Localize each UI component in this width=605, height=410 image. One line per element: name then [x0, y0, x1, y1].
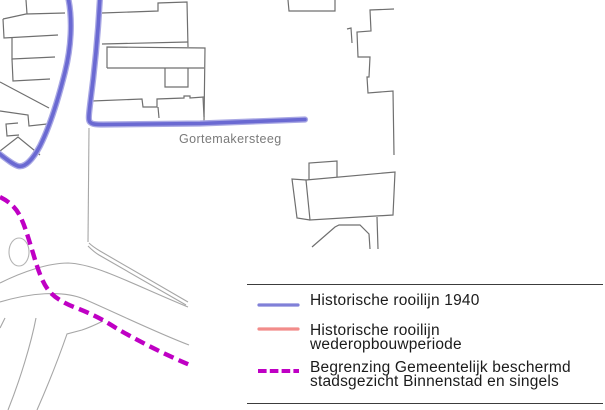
road-line — [88, 242, 189, 303]
rooilijn-1940-left-line — [0, 0, 73, 169]
building-outline — [2, 18, 59, 39]
legend-swatch-begrenzing — [258, 369, 299, 373]
building-outline — [311, 216, 379, 250]
rooilijn-1940-halo-right — [85, 0, 309, 128]
building-outline — [5, 122, 20, 137]
street-name-label: Gortemakersteeg — [179, 132, 282, 146]
building-outline — [11, 58, 51, 82]
rooilijn-1940-gortemakersteeg-line — [87, 0, 307, 127]
road-line — [7, 317, 37, 410]
legend-label-line: wederopbouwperiode — [310, 335, 462, 353]
building-outline — [356, 8, 395, 156]
road-line — [36, 320, 104, 410]
legend-label-line: Begrenzing Gemeentelijk beschermd — [310, 359, 571, 376]
building-outline — [287, 0, 336, 12]
building-outline — [101, 1, 189, 48]
building-outline — [11, 38, 56, 60]
road-line — [87, 127, 90, 243]
begrenzing-dashed-line — [0, 195, 191, 368]
building-outline — [106, 46, 206, 123]
legend-label-line: Historische rooilijn 1940 — [310, 292, 480, 309]
legend-label-rooilijn-1940: Historische rooilijn 1940 — [310, 292, 480, 309]
legend-swatch-rooilijn-1940 — [257, 302, 300, 307]
building-outline — [0, 136, 41, 156]
building-outline — [346, 27, 353, 44]
road-line — [0, 262, 189, 308]
building-outline — [25, 0, 28, 15]
road-lines — [0, 127, 190, 410]
legend-label-begrenzing: Begrenzing Gemeentelijk beschermd stadsg… — [310, 359, 571, 390]
road-line — [87, 245, 187, 306]
rooilijn-1940-lines — [0, 0, 307, 169]
building-outline — [308, 160, 338, 180]
legend-top-rule — [247, 284, 603, 285]
legend: Historische rooilijn 1940 Historische ro… — [247, 284, 603, 406]
legend-label-line: stadsgezicht Binnenstad en singels — [310, 372, 559, 390]
traffic-island-outline — [8, 237, 30, 267]
building-outline — [101, 41, 189, 45]
building-outline — [291, 178, 311, 221]
building-outline — [2, 12, 66, 20]
legend-swatch-wederopbouw — [257, 327, 300, 331]
legend-label-line: Historische rooilijn — [310, 322, 440, 339]
road-line — [0, 293, 190, 346]
building-outline — [0, 110, 48, 127]
building-outline — [164, 68, 189, 88]
legend-bottom-rule — [247, 403, 603, 404]
building-outline — [305, 171, 396, 221]
legend-label-wederopbouw: Historische rooilijn wederopbouwperiode — [310, 322, 462, 353]
building-outline — [91, 95, 205, 119]
rooilijn-1940-halo-left — [0, 0, 74, 170]
building-outlines — [0, 0, 396, 250]
road-line — [0, 317, 6, 329]
building-outline — [0, 81, 50, 109]
